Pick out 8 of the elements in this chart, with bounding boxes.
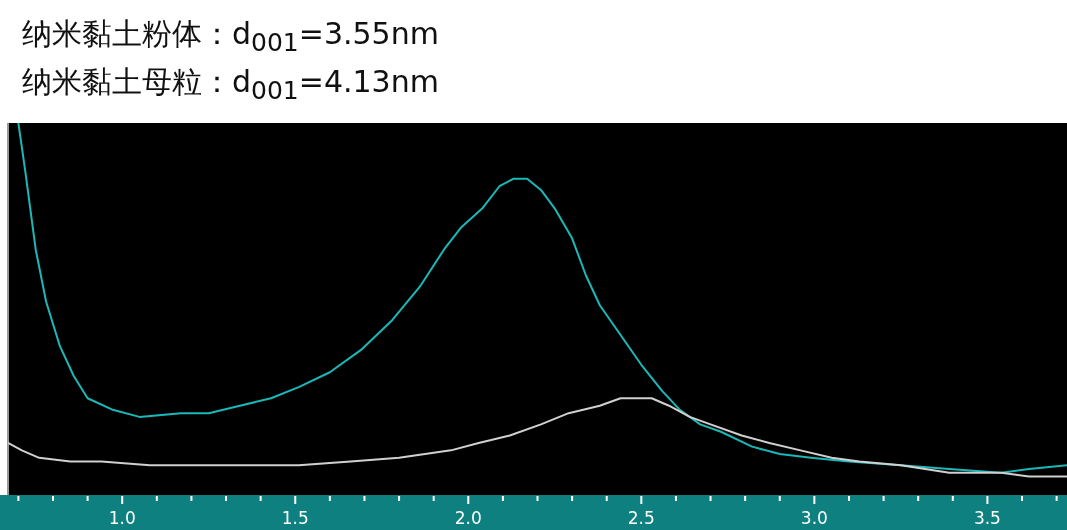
- x-tick-label: 1.0: [108, 508, 136, 528]
- x-tick-label: 2.5: [627, 508, 655, 528]
- x-tick-label: 3.5: [973, 508, 1001, 528]
- x-tick-label: 1.5: [281, 508, 309, 528]
- x-tick-label: 2.0: [454, 508, 482, 528]
- chart-subtitle: 纳米黏土母粒：d$_{001}$=4.13nm: [22, 63, 439, 105]
- chart-title: 纳米黏土粉体：d$_{001}$=3.55nm: [22, 15, 439, 57]
- x-tick-label: 3.0: [800, 508, 828, 528]
